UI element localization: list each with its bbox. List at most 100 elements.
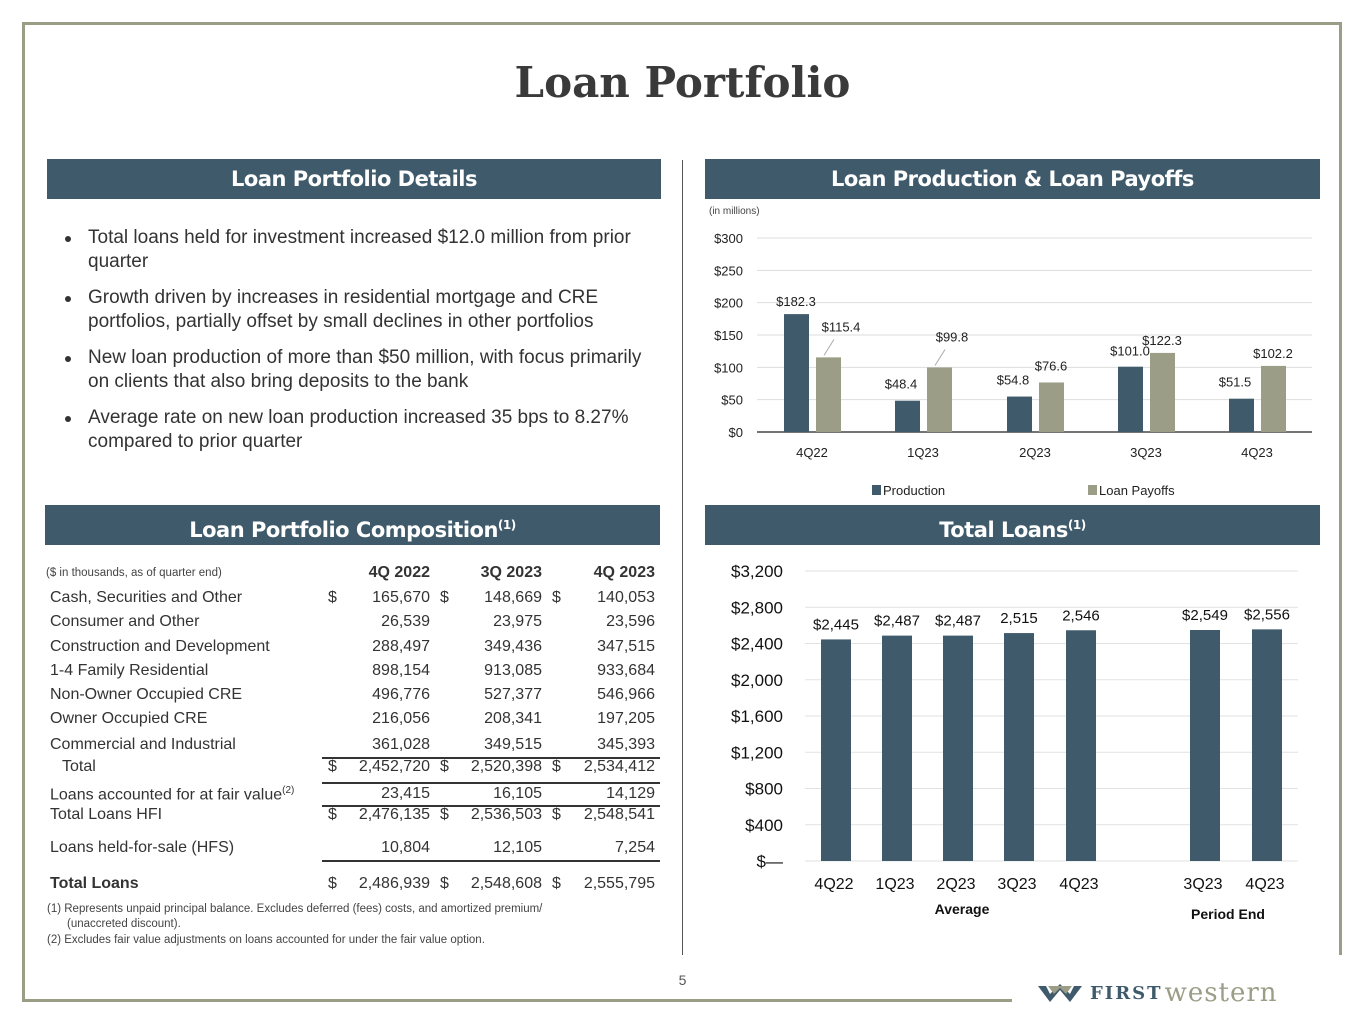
data-label: $2,556	[1244, 606, 1290, 623]
bar-total-loans	[1252, 629, 1282, 861]
table-cell: 197,205	[597, 710, 655, 727]
data-label: $122.3	[1142, 333, 1182, 348]
table-cell: 140,053	[597, 589, 655, 606]
row-label-text: Total Loans HFI	[50, 806, 163, 823]
bar-loan-payoffs	[1039, 382, 1064, 432]
x-tick-label: 4Q22	[814, 876, 853, 893]
y-tick-label: $250	[714, 263, 743, 278]
table-cell: 165,670	[372, 589, 430, 606]
table-cell: 16,105	[493, 785, 542, 802]
bar-production	[784, 314, 809, 432]
leader-line	[934, 349, 946, 366]
rule-total	[322, 782, 660, 784]
table-cell: 12,105	[493, 839, 542, 856]
legend-swatch	[872, 485, 881, 495]
row-label-text: Construction and Development	[50, 638, 270, 655]
row-label-text: Total	[62, 758, 96, 775]
table-cell: 23,975	[493, 613, 542, 630]
bar-production	[1229, 398, 1254, 432]
table-cell: 2,548,541	[583, 806, 655, 823]
dollar-sign: $	[328, 589, 337, 606]
bar-total-loans	[943, 635, 973, 861]
bar-production	[895, 400, 920, 432]
y-tick-label: $50	[721, 393, 743, 408]
bar-total-loans	[821, 639, 851, 861]
x-tick-label: 4Q22	[796, 445, 828, 460]
column-header: 4Q 2023	[593, 564, 655, 581]
table-cell: 349,515	[484, 736, 542, 753]
footnote-1-cont: (unaccreted discount).	[67, 918, 181, 930]
row-label-text: Total Loans	[50, 875, 139, 892]
bar-production	[1118, 366, 1143, 432]
y-tick-label: $2,800	[731, 598, 783, 617]
data-label: 2,515	[1000, 610, 1038, 627]
row-label: Non-Owner Occupied CRE	[50, 686, 242, 704]
table-cell: 148,669	[484, 589, 542, 606]
data-label: $2,549	[1182, 607, 1228, 624]
column-divider	[682, 160, 683, 955]
y-tick-label: $1,600	[731, 707, 783, 726]
row-label-text: Cash, Securities and Other	[50, 589, 243, 606]
bar-production	[1007, 396, 1032, 432]
frame-bottom	[22, 999, 1012, 1002]
data-label: $99.8	[936, 329, 969, 344]
x-tick-label: 3Q23	[1183, 876, 1222, 893]
y-tick-label: $200	[714, 296, 743, 311]
data-label: $51.5	[1219, 375, 1252, 390]
logo-first: FIRST	[1090, 982, 1163, 1004]
logo-w-icon	[1038, 984, 1082, 1002]
row-label: Total Loans	[50, 875, 139, 893]
x-tick-label: 4Q23	[1241, 445, 1273, 460]
row-label-text: 1-4 Family Residential	[50, 662, 209, 679]
y-tick-label: $3,200	[731, 562, 783, 581]
dollar-sign: $	[440, 758, 449, 775]
table-cell: 347,515	[597, 638, 655, 655]
table-cell: 361,028	[372, 736, 430, 753]
table-cell: 2,534,412	[583, 758, 655, 775]
row-label: Construction and Development	[50, 638, 270, 656]
data-label: $2,445	[813, 616, 859, 633]
production-header: Loan Production & Loan Payoffs	[705, 159, 1320, 199]
table-cell: 2,548,608	[470, 875, 542, 892]
row-label: Loans accounted for at fair value(2)	[50, 785, 294, 804]
footnote-2: (2) Excludes fair value adjustments on l…	[47, 934, 485, 946]
y-tick-label: $2,000	[731, 671, 783, 690]
row-label-text: Owner Occupied CRE	[50, 710, 208, 727]
dollar-sign: $	[328, 806, 337, 823]
row-label: Owner Occupied CRE	[50, 710, 207, 728]
y-tick-label: $2,400	[731, 635, 783, 654]
page-title: Loan Portfolio	[514, 58, 851, 107]
dollar-sign: $	[552, 758, 561, 775]
details-header: Loan Portfolio Details	[47, 159, 661, 199]
data-label: $102.2	[1253, 346, 1293, 361]
legend-swatch	[1088, 485, 1097, 495]
column-header: 3Q 2023	[480, 564, 542, 581]
table-cell: 2,452,720	[358, 758, 430, 775]
units-note: ($ in thousands, as of quarter end)	[46, 567, 222, 579]
table-cell: 527,377	[484, 686, 542, 703]
bar-total-loans	[882, 635, 912, 861]
bar-loan-payoffs	[1150, 352, 1175, 432]
table-cell: 288,497	[372, 638, 430, 655]
row-label: Consumer and Other	[50, 613, 199, 631]
row-label: Total Loans HFI	[50, 806, 162, 824]
bullet-item: Average rate on new loan production incr…	[62, 406, 662, 454]
table-cell: 23,415	[381, 785, 430, 802]
rule-subtotal	[322, 757, 660, 759]
y-tick-label: $300	[714, 231, 743, 246]
legend-label: Production	[883, 483, 945, 498]
details-bullets: Total loans held for investment increase…	[62, 226, 662, 466]
table-cell: 933,684	[597, 662, 655, 679]
legend-label: Loan Payoffs	[1099, 483, 1175, 498]
page-number: 5	[678, 972, 687, 988]
bar-loan-payoffs	[816, 357, 841, 432]
table-cell: 2,486,939	[358, 875, 430, 892]
dollar-sign: $	[328, 758, 337, 775]
footnote-1: (1) Represents unpaid principal balance.…	[47, 903, 543, 915]
production-chart: (in millions) $0 $50 $100 $150 $200 $250 $300 $1…	[709, 206, 1312, 498]
data-label: $76.6	[1035, 358, 1068, 373]
total-loans-header-sup: (1)	[1067, 518, 1086, 532]
group-label-average: Average	[935, 901, 990, 917]
x-tick-label: 1Q23	[875, 876, 914, 893]
row-label-sup: (2)	[282, 785, 295, 796]
